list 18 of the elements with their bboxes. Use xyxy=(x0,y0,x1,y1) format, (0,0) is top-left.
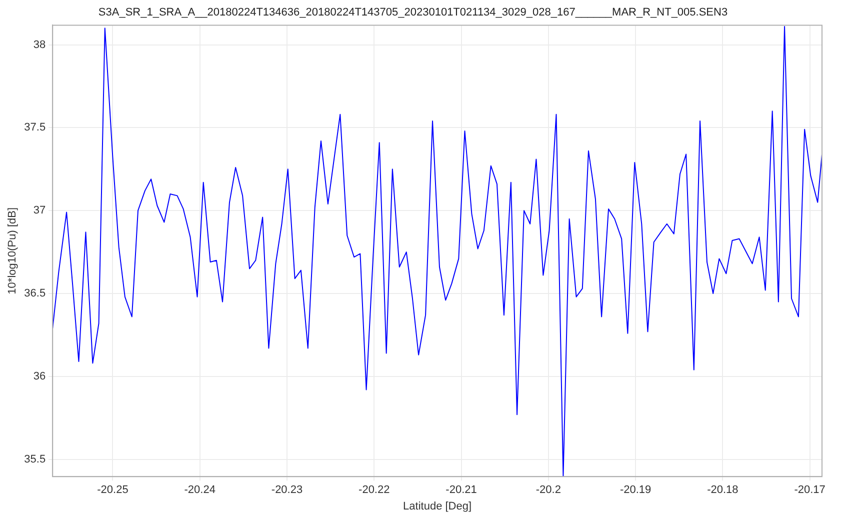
x-tick-label: -20.21 xyxy=(446,484,477,496)
y-tick-label: 38 xyxy=(33,38,46,51)
x-tick-label: -20.2 xyxy=(536,484,561,496)
x-tick-label: -20.22 xyxy=(358,484,390,496)
y-axis-title: 10*log10(Pu) [dB] xyxy=(6,207,19,294)
x-tick-label: -20.18 xyxy=(707,484,738,496)
y-tick-label: 36.5 xyxy=(24,288,46,300)
y-tick-label: 37.5 xyxy=(24,122,46,134)
x-tick-label: -20.23 xyxy=(271,484,303,496)
y-tick-label: 36 xyxy=(33,370,46,382)
y-tick-label: 37 xyxy=(33,204,46,217)
chart-title: S3A_SR_1_SRA_A__20180224T134636_20180224T143705_20230101T021134_3029_028_167______MAR_R_NT_005.SEN3 xyxy=(98,6,728,19)
x-axis-title: Latitude [Deg] xyxy=(403,500,472,512)
y-tick-label: 35.5 xyxy=(24,453,46,466)
x-tick-label: -20.19 xyxy=(620,484,652,496)
x-tick-label: -20.17 xyxy=(794,484,826,496)
x-tick-label: -20.25 xyxy=(97,484,128,496)
x-tick-label: -20.24 xyxy=(184,484,216,496)
